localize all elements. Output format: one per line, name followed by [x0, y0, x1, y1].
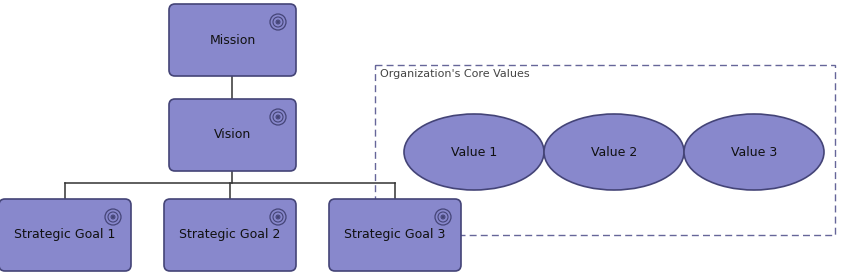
Text: Value 3: Value 3 — [730, 145, 776, 158]
Ellipse shape — [544, 114, 683, 190]
Text: Vision: Vision — [214, 128, 251, 142]
Text: Mission: Mission — [209, 34, 256, 46]
Circle shape — [277, 21, 279, 23]
Circle shape — [277, 116, 279, 118]
Text: Strategic Goal 1: Strategic Goal 1 — [14, 229, 116, 241]
Text: Value 2: Value 2 — [590, 145, 636, 158]
FancyBboxPatch shape — [328, 199, 461, 271]
FancyBboxPatch shape — [169, 4, 295, 76]
FancyBboxPatch shape — [169, 99, 295, 171]
Circle shape — [441, 216, 443, 218]
Ellipse shape — [403, 114, 544, 190]
FancyBboxPatch shape — [164, 199, 295, 271]
Ellipse shape — [683, 114, 823, 190]
Circle shape — [112, 216, 114, 218]
Text: Strategic Goal 2: Strategic Goal 2 — [179, 229, 280, 241]
Circle shape — [277, 216, 279, 218]
FancyBboxPatch shape — [0, 199, 131, 271]
Text: Value 1: Value 1 — [451, 145, 496, 158]
Text: Strategic Goal 3: Strategic Goal 3 — [344, 229, 445, 241]
Text: Organization's Core Values: Organization's Core Values — [380, 69, 529, 79]
